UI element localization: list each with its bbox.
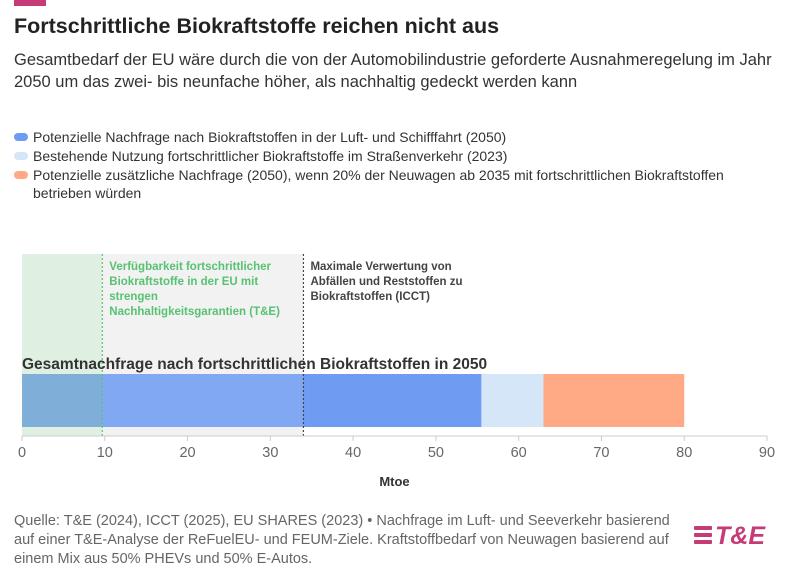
x-tick-label-0: 0 xyxy=(18,445,26,461)
legend-item-new-cars: Potenzielle zusätzliche Nachfrage (2050)… xyxy=(14,166,784,202)
legend-swatch-aviation-shipping xyxy=(14,133,28,141)
x-tick-label-80: 80 xyxy=(676,445,692,461)
te-logo-text: T&E xyxy=(715,522,765,550)
legend-swatch-road-transport xyxy=(14,152,28,160)
legend-label-aviation-shipping: Potenzielle Nachfrage nach Biokraftstoff… xyxy=(33,129,507,145)
x-tick-label-40: 40 xyxy=(345,445,361,461)
x-axis-title: Mtoe xyxy=(379,474,409,489)
bar-segment-road-transport xyxy=(481,374,544,427)
source-note: Quelle: T&E (2024), ICCT (2025), EU SHAR… xyxy=(14,513,670,567)
legend-swatch-new-cars xyxy=(14,171,28,179)
legend: Potenzielle Nachfrage nach Biokraftstoff… xyxy=(14,128,784,203)
legend-label-new-cars: Potenzielle zusätzliche Nachfrage (2050)… xyxy=(33,167,724,201)
te-logo: T&E xyxy=(694,522,765,551)
x-tick-label-60: 60 xyxy=(511,445,527,461)
bar-segment-aviation-shipping xyxy=(22,374,482,427)
x-tick-label-30: 30 xyxy=(262,445,278,461)
x-tick-label-70: 70 xyxy=(593,445,609,461)
x-tick-label-50: 50 xyxy=(428,445,444,461)
bar-label: Gesamtnachfrage nach fortschrittlichen B… xyxy=(22,356,487,373)
stacked-bar-chart: Verfügbarkeit fortschrittlicher Biokrafts… xyxy=(18,254,775,489)
bar-segment-new-cars xyxy=(543,374,685,427)
range-annotation-te-availability: Verfügbarkeit fortschrittlicher Biokrafts… xyxy=(109,261,280,318)
range-overlay-icct-maximum xyxy=(102,374,304,427)
legend-item-aviation-shipping: Potenzielle Nachfrage nach Biokraftstoff… xyxy=(14,128,784,146)
accent-bar xyxy=(14,0,46,6)
legend-label-road-transport: Bestehende Nutzung fortschrittlicher Bio… xyxy=(33,148,508,164)
range-overlay-te-availability xyxy=(22,374,103,427)
x-tick-label-20: 20 xyxy=(179,445,195,461)
page-title: Fortschrittliche Biokraftstoffe reichen … xyxy=(14,14,500,38)
x-tick-label-10: 10 xyxy=(97,445,113,461)
legend-item-road-transport: Bestehende Nutzung fortschrittlicher Bio… xyxy=(14,147,784,165)
te-logo-mark-icon xyxy=(694,525,712,548)
range-annotation-icct-maximum: Maximale Verwertung von Abfällen und Rest… xyxy=(310,261,462,303)
x-tick-label-90: 90 xyxy=(759,445,775,461)
page-subtitle: Gesamtbedarf der EU wäre durch die von d… xyxy=(14,51,772,91)
